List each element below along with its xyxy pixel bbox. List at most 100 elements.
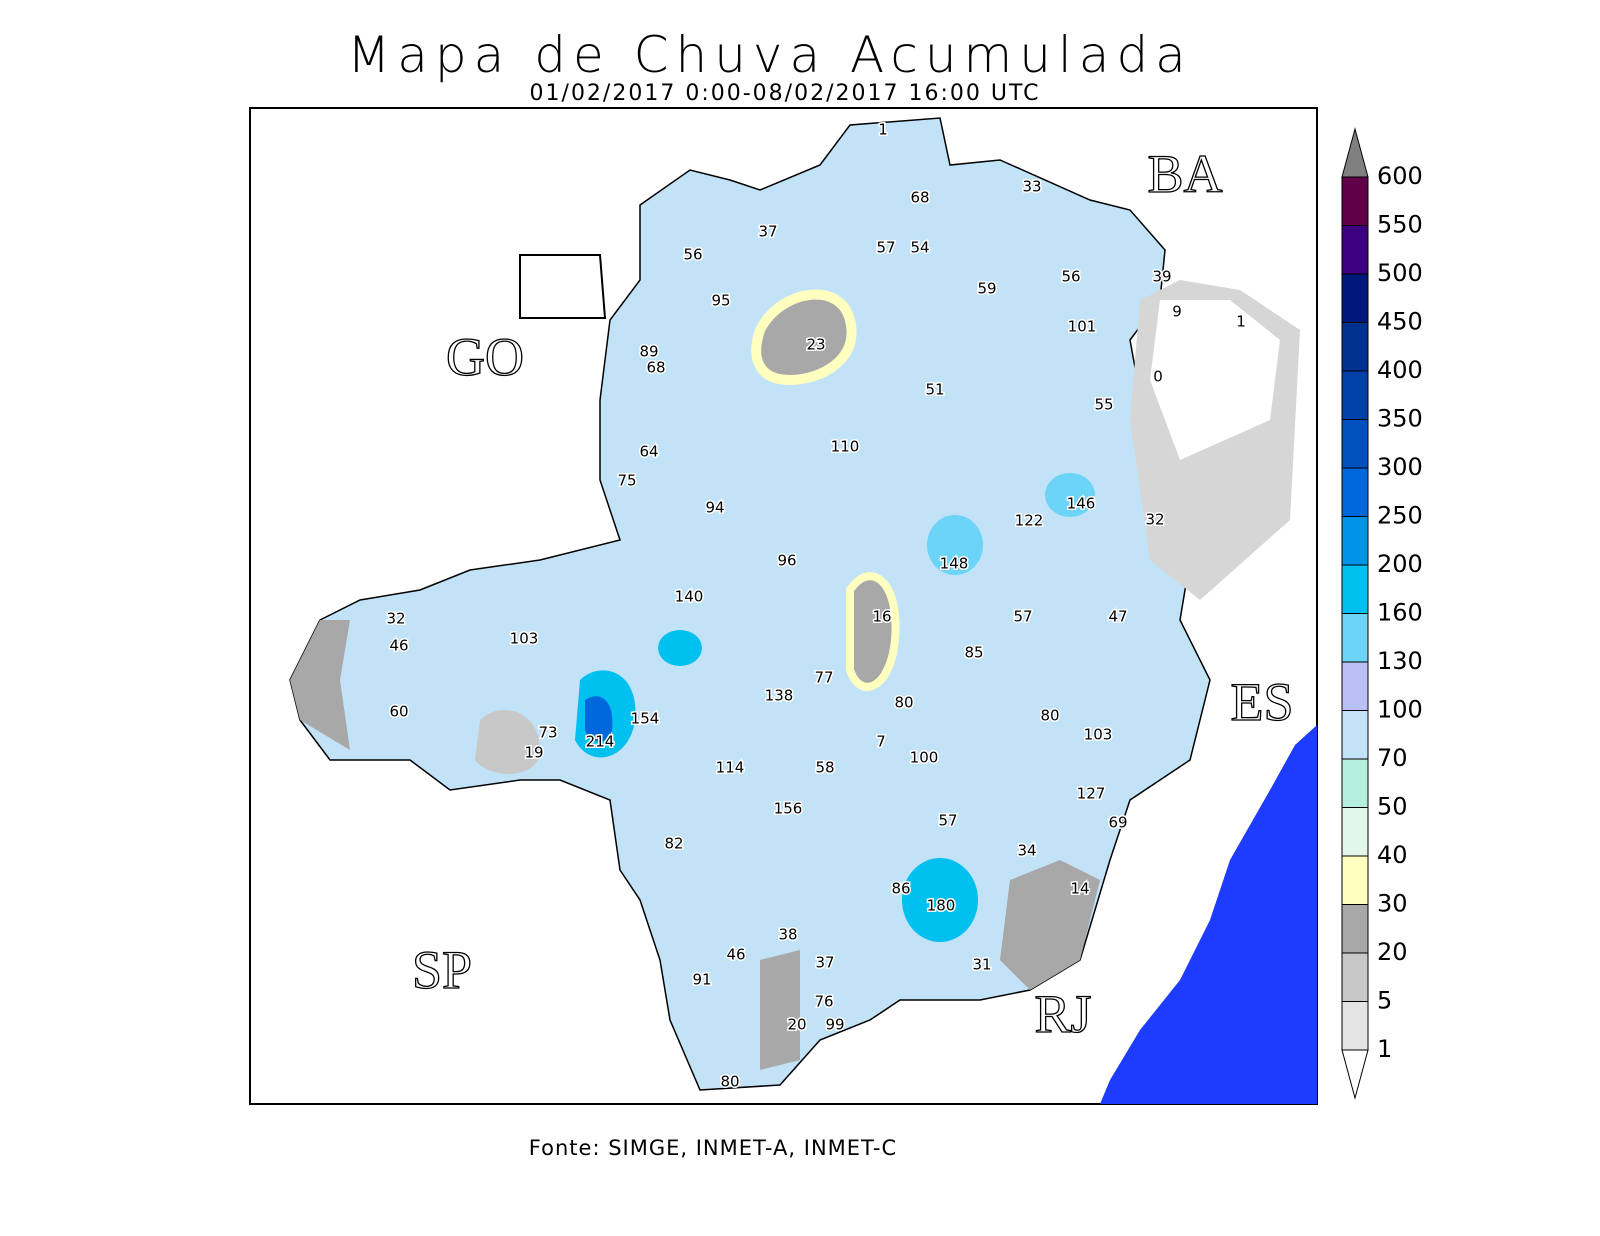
title: Mapa de Chuva Acumulada	[347, 26, 1193, 84]
station-value: 55	[1094, 396, 1113, 414]
legend-swatch	[1341, 661, 1369, 711]
contour	[846, 572, 900, 691]
legend-label: 20	[1377, 938, 1408, 966]
station-value: 16	[872, 608, 891, 626]
station-value: 37	[758, 223, 777, 241]
station-value: 69	[1108, 814, 1127, 832]
legend-label: 40	[1377, 841, 1408, 869]
station-value: 7	[876, 733, 886, 751]
contour	[760, 950, 800, 1070]
station-value: 47	[1108, 608, 1127, 626]
state-label: RJ	[1034, 984, 1091, 1044]
station-value: 138	[765, 687, 794, 705]
station-value: 103	[510, 630, 539, 648]
station-value: 51	[925, 381, 944, 399]
contour	[902, 858, 978, 942]
legend-label: 70	[1377, 744, 1408, 772]
legend-swatch	[1341, 1001, 1369, 1051]
station-value: 100	[910, 749, 939, 767]
legend-swatch	[1341, 758, 1369, 808]
station-value: 0	[1153, 368, 1163, 386]
station-value: 46	[389, 637, 408, 655]
station-value: 110	[831, 438, 860, 456]
station-value: 76	[814, 993, 833, 1011]
legend-swatch	[1341, 127, 1369, 178]
legend-label: 100	[1377, 696, 1423, 724]
station-value: 154	[631, 710, 660, 728]
station-value: 57	[876, 239, 895, 257]
station-value: 148	[940, 555, 969, 573]
station-value: 37	[815, 954, 834, 972]
legend-swatch	[1341, 370, 1369, 420]
station-value: 85	[964, 644, 983, 662]
legend: 1 5 20 30 40 50 70 100 130 160 200 250 300 350 400 450 5…	[1341, 127, 1423, 1100]
legend-swatch	[1341, 904, 1369, 954]
station-value: 94	[705, 499, 724, 517]
station-value: 156	[774, 800, 803, 818]
station-value: 77	[814, 669, 833, 687]
legend-label: 1	[1377, 1035, 1392, 1063]
legend-swatch	[1341, 176, 1369, 226]
legend-label: 400	[1377, 356, 1423, 384]
legend-label: 350	[1377, 405, 1423, 433]
legend-swatch	[1341, 467, 1369, 517]
legend-swatch	[1341, 710, 1369, 760]
legend-label: 200	[1377, 550, 1423, 578]
station-value: 34	[1017, 842, 1036, 860]
station-value: 127	[1077, 785, 1106, 803]
station-value: 23	[806, 336, 825, 354]
legend-swatch	[1341, 855, 1369, 905]
station-value: 1	[1236, 313, 1246, 331]
legend-swatch	[1341, 952, 1369, 1002]
legend-label: 250	[1377, 502, 1423, 530]
station-value: 57	[938, 812, 957, 830]
legend-label: 300	[1377, 453, 1423, 481]
legend-label: 30	[1377, 890, 1408, 918]
station-value: 56	[683, 246, 702, 264]
contour	[1045, 473, 1095, 517]
station-value: 214	[586, 733, 615, 751]
station-value: 59	[977, 280, 996, 298]
ocean	[1100, 725, 1317, 1104]
state-label: BA	[1147, 144, 1222, 204]
station-value: 60	[389, 703, 408, 721]
station-value: 73	[538, 724, 557, 742]
contour	[927, 515, 983, 575]
station-value: 39	[1152, 268, 1171, 286]
station-value: 1	[878, 121, 888, 139]
contour	[751, 289, 857, 386]
station-value: 91	[692, 971, 711, 989]
station-value: 140	[675, 588, 704, 606]
source: Fonte: SIMGE, INMET-A, INMET-C	[529, 1136, 897, 1160]
legend-label: 50	[1377, 793, 1408, 821]
state-label: GO	[446, 327, 524, 387]
legend-swatch	[1341, 807, 1369, 857]
contour	[1000, 860, 1100, 990]
station-value: 9	[1172, 303, 1182, 321]
station-value: 103	[1084, 726, 1113, 744]
legend-swatch	[1341, 1049, 1369, 1100]
contour	[1150, 300, 1280, 460]
station-value: 20	[787, 1016, 806, 1034]
station-value: 146	[1067, 495, 1096, 513]
legend-label: 160	[1377, 599, 1423, 627]
station-value: 180	[927, 897, 956, 915]
legend-label: 550	[1377, 211, 1423, 239]
station-value: 122	[1015, 512, 1044, 530]
station-value: 14	[1070, 880, 1089, 898]
legend-label: 130	[1377, 647, 1423, 675]
subtitle: 01/02/2017 0:00-08/02/2017 16:00 UTC	[530, 81, 1041, 106]
state-label: SP	[412, 940, 472, 1000]
station-value: 82	[664, 835, 683, 853]
station-value: 19	[524, 744, 543, 762]
border	[519, 254, 607, 319]
state-label: ES	[1230, 672, 1293, 732]
station-value: 32	[1145, 511, 1164, 529]
station-value: 68	[646, 359, 665, 377]
station-value: 80	[1040, 707, 1059, 725]
station-value: 96	[777, 552, 796, 570]
station-value: 86	[891, 880, 910, 898]
station-value: 46	[726, 946, 745, 964]
